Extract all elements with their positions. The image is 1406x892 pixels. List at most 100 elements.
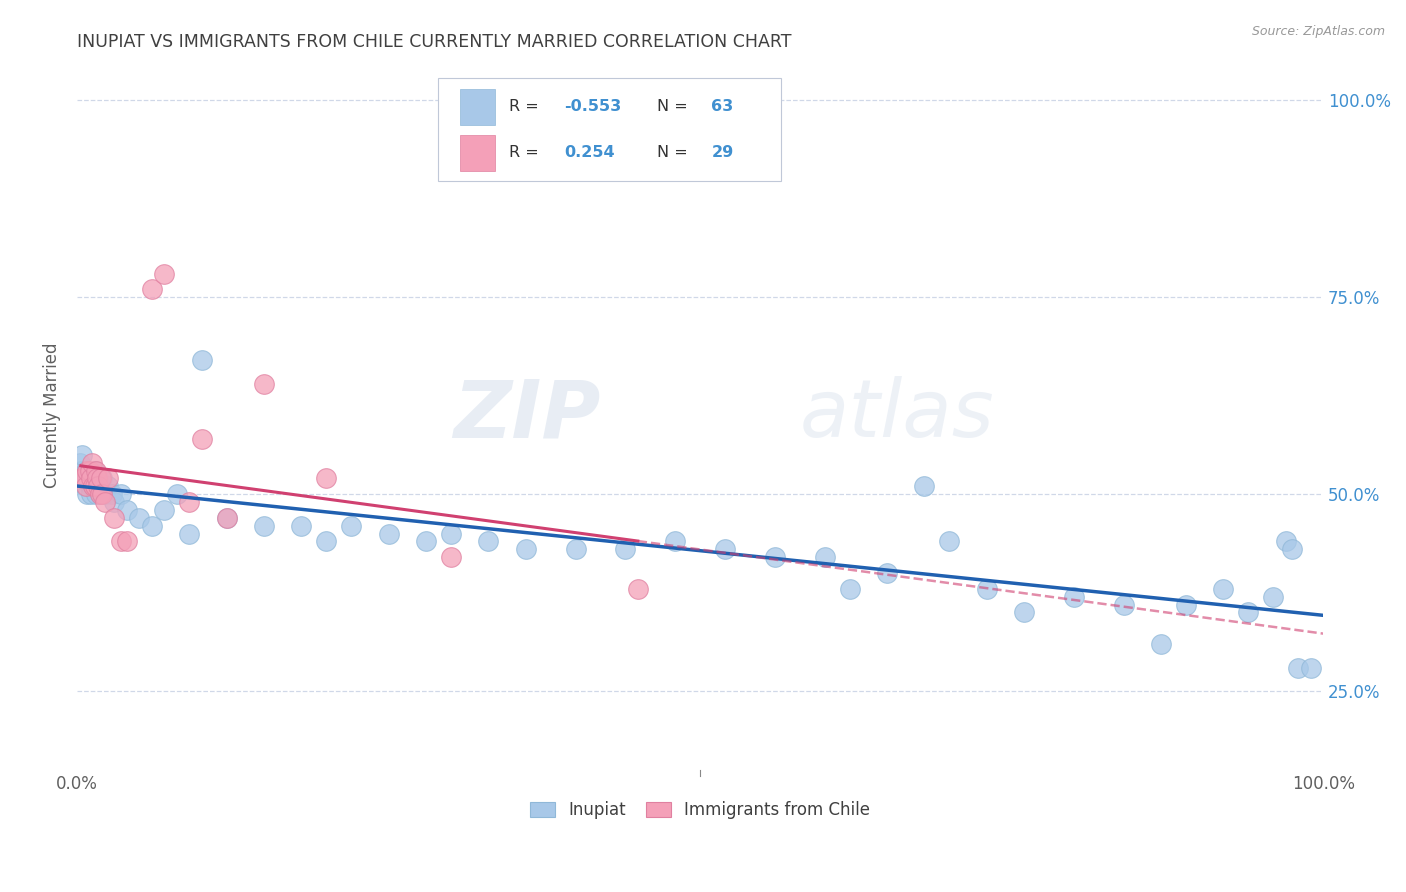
Point	[69, 456, 91, 470]
Point	[103, 495, 125, 509]
FancyBboxPatch shape	[460, 89, 495, 125]
Point	[340, 518, 363, 533]
Point	[179, 495, 201, 509]
Point	[179, 526, 201, 541]
Point	[515, 542, 537, 557]
Point	[93, 487, 115, 501]
Point	[253, 518, 276, 533]
Point	[90, 471, 112, 485]
Point	[76, 463, 98, 477]
Point	[876, 566, 898, 580]
Point	[93, 495, 115, 509]
Text: 0.254: 0.254	[564, 145, 614, 161]
Text: Source: ZipAtlas.com: Source: ZipAtlas.com	[1251, 25, 1385, 38]
Point	[82, 479, 104, 493]
Point	[153, 267, 176, 281]
Text: ZIP: ZIP	[453, 376, 600, 454]
Point	[1012, 606, 1035, 620]
Point	[253, 376, 276, 391]
Point	[80, 487, 103, 501]
Point	[77, 471, 100, 485]
Point	[627, 582, 650, 596]
Point	[101, 487, 124, 501]
Text: R =: R =	[509, 145, 550, 161]
Point	[976, 582, 998, 596]
Point	[1150, 637, 1173, 651]
Point	[1112, 598, 1135, 612]
Point	[814, 550, 837, 565]
Point	[89, 487, 111, 501]
Point	[72, 471, 94, 485]
Text: 29: 29	[711, 145, 734, 161]
Point	[80, 471, 103, 485]
Point	[103, 511, 125, 525]
Point	[73, 479, 96, 493]
Point	[1299, 660, 1322, 674]
Point	[1237, 606, 1260, 620]
Point	[377, 526, 399, 541]
Point	[664, 534, 686, 549]
Point	[75, 479, 97, 493]
Point	[215, 511, 238, 525]
Point	[315, 534, 337, 549]
Point	[477, 534, 499, 549]
Point	[79, 463, 101, 477]
Text: N =: N =	[657, 99, 692, 114]
Point	[415, 534, 437, 549]
Text: N =: N =	[657, 145, 692, 161]
Point	[141, 518, 163, 533]
Point	[290, 518, 312, 533]
Y-axis label: Currently Married: Currently Married	[44, 343, 60, 488]
Text: -0.553: -0.553	[564, 99, 621, 114]
FancyBboxPatch shape	[460, 136, 495, 170]
Point	[110, 487, 132, 501]
Legend: Inupiat, Immigrants from Chile: Inupiat, Immigrants from Chile	[523, 794, 877, 825]
Text: 63: 63	[711, 99, 734, 114]
Point	[1274, 534, 1296, 549]
Point	[1281, 542, 1303, 557]
Point	[75, 463, 97, 477]
Point	[1212, 582, 1234, 596]
Point	[190, 353, 212, 368]
Point	[110, 534, 132, 549]
Text: atlas: atlas	[800, 376, 994, 454]
Point	[87, 479, 110, 493]
Point	[141, 282, 163, 296]
Point	[115, 534, 138, 549]
Point	[215, 511, 238, 525]
Point	[80, 456, 103, 470]
Point	[97, 471, 120, 485]
FancyBboxPatch shape	[439, 78, 782, 181]
Point	[84, 487, 107, 501]
Point	[80, 471, 103, 485]
Point	[115, 503, 138, 517]
Text: R =: R =	[509, 99, 544, 114]
Point	[128, 511, 150, 525]
Text: INUPIAT VS IMMIGRANTS FROM CHILE CURRENTLY MARRIED CORRELATION CHART: INUPIAT VS IMMIGRANTS FROM CHILE CURRENT…	[77, 33, 792, 51]
Point	[440, 526, 463, 541]
Point	[69, 463, 91, 477]
Point	[91, 487, 114, 501]
Point	[1175, 598, 1198, 612]
Point	[1286, 660, 1309, 674]
Point	[87, 471, 110, 485]
Point	[1263, 590, 1285, 604]
Point	[838, 582, 860, 596]
Point	[166, 487, 188, 501]
Point	[70, 448, 93, 462]
Point	[190, 432, 212, 446]
Point	[86, 471, 108, 485]
Point	[97, 479, 120, 493]
Point	[938, 534, 960, 549]
Point	[763, 550, 786, 565]
Point	[564, 542, 586, 557]
Point	[82, 479, 104, 493]
Point	[89, 487, 111, 501]
Point	[76, 487, 98, 501]
Point	[714, 542, 737, 557]
Point	[83, 479, 105, 493]
Point	[69, 471, 91, 485]
Point	[614, 542, 637, 557]
Point	[1063, 590, 1085, 604]
Point	[440, 550, 463, 565]
